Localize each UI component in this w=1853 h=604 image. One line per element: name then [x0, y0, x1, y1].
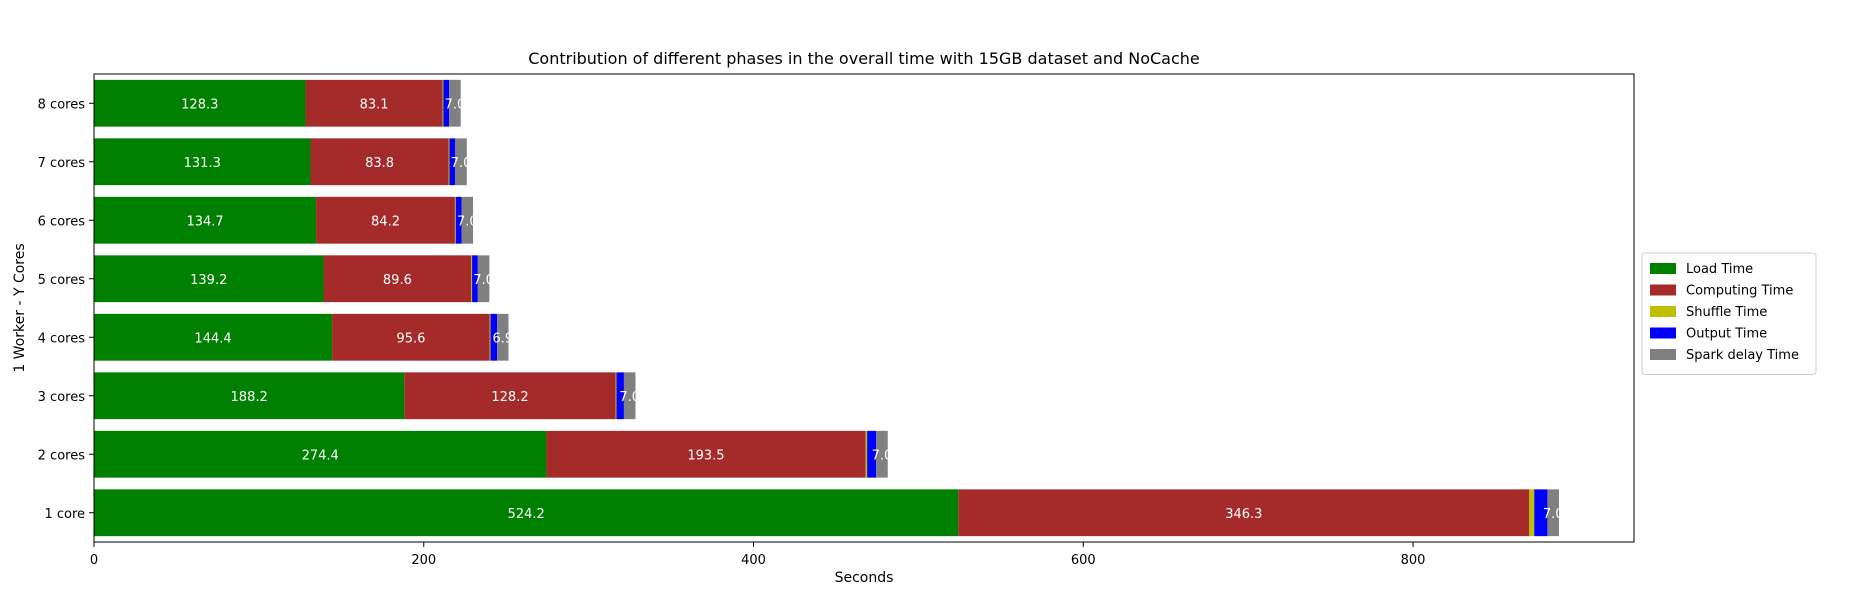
- bar-load-time-4: [94, 313, 333, 361]
- bar-spark-delay-time-7: [455, 138, 467, 186]
- bar-output-time-7: [449, 138, 456, 186]
- bar-shuffle-time-7: [448, 138, 450, 186]
- bar-spark-delay-time-2: [876, 430, 888, 478]
- x-axis: 0 200 400 600 800: [90, 542, 1426, 568]
- bar-shuffle-time-4: [489, 313, 491, 361]
- data-label-load-time-8: 128.3: [181, 97, 218, 112]
- bar-spark-delay-time-8: [449, 79, 461, 127]
- bar-computing-time-2: [546, 430, 866, 478]
- data-label-computing-time-8: 83.1: [360, 97, 389, 112]
- data-label-spark-delay-time-1: 7.0: [1543, 507, 1564, 522]
- bar-output-time-4: [490, 313, 498, 361]
- y-tick-label: 7 cores: [38, 156, 86, 171]
- bar-computing-time-4: [332, 313, 490, 361]
- data-label-computing-time-7: 83.8: [365, 156, 394, 171]
- data-label-computing-time-2: 193.5: [687, 448, 724, 463]
- bar-shuffle-time-1: [1529, 489, 1535, 537]
- bar-shuffle-time-6: [454, 196, 456, 244]
- y-tick-label: 1 core: [44, 507, 85, 522]
- bar-shuffle-time-3: [615, 372, 617, 420]
- bars-layer: [94, 79, 1559, 537]
- y-tick-label: 6 cores: [38, 214, 86, 229]
- bar-output-time-1: [1534, 489, 1548, 537]
- bar-computing-time-7: [310, 138, 449, 186]
- bar-load-time-7: [94, 138, 311, 186]
- data-labels-layer: 524.2 346.3 7.0 274.4 193.5 7.0 188.2 128.2 7.0 1…: [181, 97, 1563, 522]
- bar-computing-time-1: [958, 489, 1530, 537]
- bar-shuffle-time-5: [471, 255, 473, 303]
- legend-entry: Computing Time: [1686, 284, 1793, 299]
- data-label-spark-delay-time-2: 7.0: [872, 448, 893, 463]
- bar-load-time-2: [94, 430, 547, 478]
- x-tick-label: 800: [1401, 553, 1426, 568]
- data-label-load-time-7: 131.3: [184, 156, 221, 171]
- data-label-spark-delay-time-3: 7.0: [619, 390, 640, 405]
- bar-spark-delay-time-6: [461, 196, 474, 244]
- bar-load-time-3: [94, 372, 405, 420]
- y-axis: 1 core 2 cores 3 cores 4 cores 5 cores 6 core…: [38, 97, 94, 522]
- data-label-spark-delay-time-7: 7.0: [451, 156, 472, 171]
- bar-spark-delay-time-5: [477, 255, 490, 303]
- bar-computing-time-6: [316, 196, 455, 244]
- plot-frame: [93, 73, 1635, 543]
- legend-swatch: [1650, 263, 1676, 274]
- y-tick-label: 5 cores: [38, 273, 86, 288]
- data-label-computing-time-6: 84.2: [371, 214, 400, 229]
- y-tick-label: 2 cores: [38, 448, 86, 463]
- bar-computing-time-5: [323, 255, 472, 303]
- y-tick-label: 8 cores: [38, 97, 86, 112]
- data-label-load-time-3: 188.2: [231, 390, 268, 405]
- data-label-spark-delay-time-4: 6.9: [492, 331, 513, 346]
- bar-spark-delay-time-1: [1547, 489, 1559, 537]
- data-label-load-time-1: 524.2: [508, 507, 545, 522]
- data-label-load-time-6: 134.7: [186, 214, 223, 229]
- bar-output-time-3: [616, 372, 624, 420]
- bar-spark-delay-time-4: [497, 313, 509, 361]
- bar-load-time-5: [94, 255, 324, 303]
- legend-entry: Spark delay Time: [1686, 348, 1799, 363]
- legend-swatch: [1650, 284, 1676, 296]
- legend-entry: Load Time: [1686, 262, 1753, 277]
- x-tick-label: 600: [1071, 553, 1096, 568]
- y-tick-label: 3 cores: [38, 390, 86, 405]
- legend-swatch: [1650, 306, 1676, 317]
- bar-output-time-5: [472, 255, 478, 303]
- x-axis-label: Seconds: [835, 570, 894, 586]
- data-label-spark-delay-time-5: 7.0: [473, 273, 494, 288]
- y-tick-label: 4 cores: [38, 331, 86, 346]
- data-label-computing-time-4: 95.6: [396, 331, 425, 346]
- bar-output-time-6: [455, 196, 462, 244]
- bar-shuffle-time-8: [442, 79, 444, 127]
- data-label-computing-time-5: 89.6: [383, 273, 412, 288]
- data-label-spark-delay-time-8: 7.0: [445, 97, 466, 112]
- legend-swatch: [1650, 349, 1676, 360]
- legend-swatch: [1650, 327, 1676, 339]
- data-label-computing-time-1: 346.3: [1225, 507, 1262, 522]
- data-label-load-time-4: 144.4: [194, 331, 231, 346]
- legend-entry: Output Time: [1686, 327, 1767, 342]
- bar-computing-time-3: [404, 372, 616, 420]
- legend-entry: Shuffle Time: [1686, 305, 1767, 320]
- legend-box: [1641, 252, 1817, 375]
- data-label-load-time-2: 274.4: [302, 448, 339, 463]
- bar-output-time-8: [443, 79, 450, 127]
- x-tick-label: 0: [90, 553, 98, 568]
- y-axis-label: 1 Worker - Y Cores: [12, 243, 28, 372]
- legend: Load Time Computing Time Shuffle Time Outpu…: [1641, 252, 1817, 375]
- bar-load-time-8: [94, 79, 306, 127]
- bar-load-time-6: [94, 196, 317, 244]
- data-label-computing-time-3: 128.2: [491, 390, 528, 405]
- bar-output-time-2: [867, 430, 877, 478]
- data-label-spark-delay-time-6: 7.0: [457, 214, 478, 229]
- bar-computing-time-8: [305, 79, 443, 127]
- chart-title: Contribution of different phases in the …: [528, 49, 1200, 68]
- data-label-load-time-5: 139.2: [190, 273, 227, 288]
- x-tick-label: 200: [411, 553, 436, 568]
- bar-load-time-1: [94, 489, 959, 537]
- bar-shuffle-time-2: [865, 430, 868, 478]
- x-tick-label: 400: [741, 553, 766, 568]
- bar-spark-delay-time-3: [623, 372, 636, 420]
